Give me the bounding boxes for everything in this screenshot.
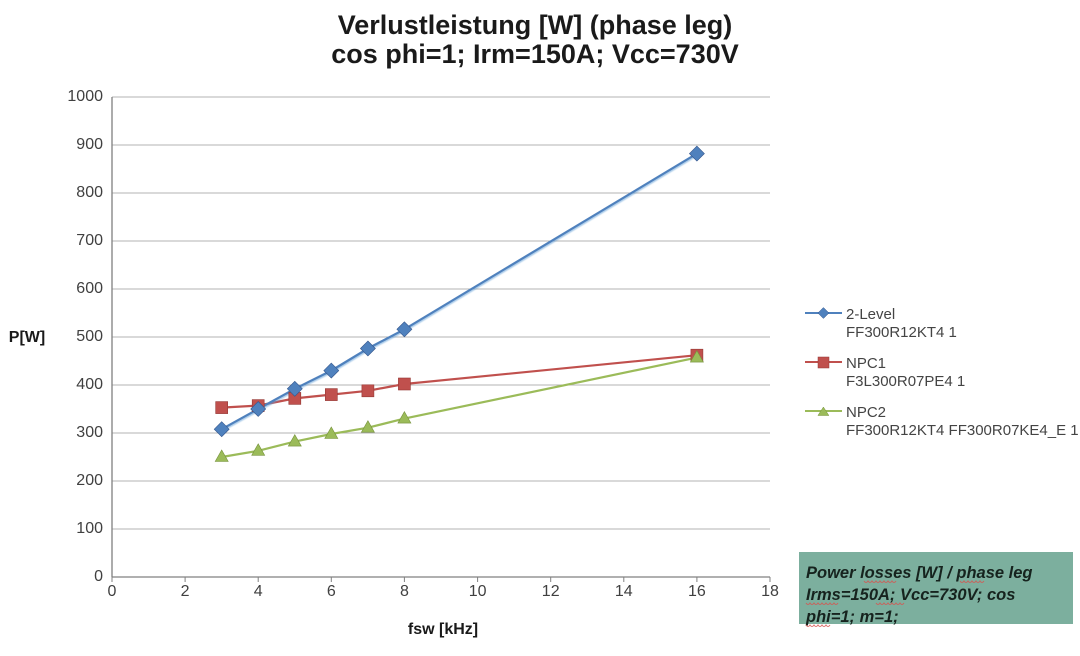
- svg-text:2-Level: 2-Level: [846, 306, 895, 323]
- svg-text:100: 100: [76, 520, 103, 537]
- svg-text:500: 500: [76, 328, 103, 345]
- svg-text:phi=1; m=1;: phi=1; m=1;: [805, 608, 899, 626]
- svg-text:FF300R12KT4 1: FF300R12KT4 1: [846, 324, 957, 341]
- svg-text:Power losses [W] / phase leg: Power losses [W] / phase leg: [806, 564, 1032, 582]
- svg-text:400: 400: [76, 376, 103, 393]
- svg-text:18: 18: [761, 583, 779, 600]
- svg-text:F3L300R07PE4 1: F3L300R07PE4 1: [846, 373, 965, 390]
- svg-text:8: 8: [400, 583, 409, 600]
- svg-text:600: 600: [76, 280, 103, 297]
- svg-text:14: 14: [615, 583, 633, 600]
- svg-text:6: 6: [327, 583, 336, 600]
- svg-text:NPC2: NPC2: [846, 404, 886, 421]
- svg-text:1000: 1000: [67, 88, 103, 105]
- svg-text:4: 4: [254, 583, 263, 600]
- svg-text:12: 12: [542, 583, 560, 600]
- svg-text:800: 800: [76, 184, 103, 201]
- svg-text:FF300R12KT4 FF300R07KE4_E 1: FF300R12KT4 FF300R07KE4_E 1: [846, 422, 1079, 439]
- svg-text:16: 16: [688, 583, 706, 600]
- svg-text:Irms=150A; Vcc=730V; cos: Irms=150A; Vcc=730V; cos: [806, 586, 1015, 604]
- svg-text:700: 700: [76, 232, 103, 249]
- svg-text:10: 10: [469, 583, 487, 600]
- svg-text:0: 0: [108, 583, 117, 600]
- svg-text:fsw [kHz]: fsw [kHz]: [408, 621, 478, 638]
- svg-text:2: 2: [181, 583, 190, 600]
- svg-text:NPC1: NPC1: [846, 355, 886, 372]
- svg-text:P[W]: P[W]: [9, 329, 45, 346]
- svg-text:300: 300: [76, 424, 103, 441]
- svg-text:900: 900: [76, 136, 103, 153]
- svg-text:200: 200: [76, 472, 103, 489]
- svg-text:0: 0: [94, 568, 103, 585]
